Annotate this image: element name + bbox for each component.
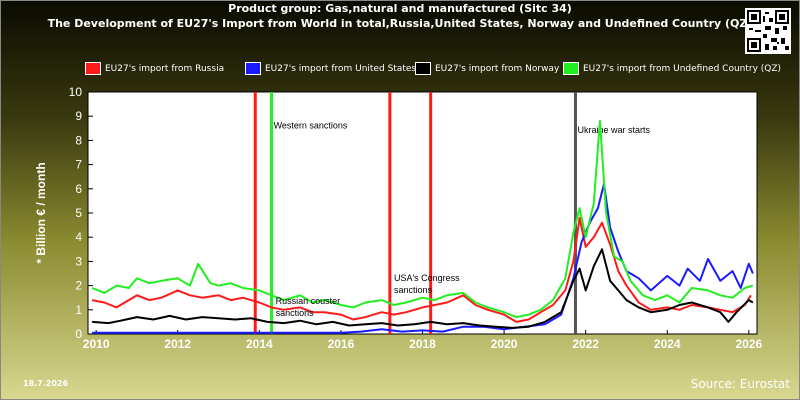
legend-item-undefined-country: EU27's import from Undefined Country (QZ… [563, 62, 781, 75]
event-label: Western sanctions [274, 120, 348, 130]
legend-swatch-russia [85, 62, 101, 75]
legend-item-norway: EU27's import from Norway [415, 62, 559, 75]
x-tick-label: 2018 [409, 337, 436, 351]
legend-label-russia: EU27's import from Russia [105, 64, 225, 74]
y-tick-label: 10 [69, 85, 83, 99]
x-tick-label: 2022 [572, 337, 599, 351]
x-tick-label: 2016 [328, 337, 355, 351]
x-tick-label: 2010 [83, 337, 110, 351]
chart-annotation: USA's Congress [394, 273, 460, 283]
x-tick-label: 2012 [164, 337, 191, 351]
x-tick-label: 2014 [246, 337, 273, 351]
x-tick-label: 2026 [735, 337, 762, 351]
y-tick-label: 8 [75, 133, 82, 147]
chart-annotation: sanctions [394, 285, 433, 295]
y-tick-label: 5 [75, 206, 82, 220]
legend-swatch-united-states [245, 62, 261, 75]
series-line [91, 120, 754, 319]
x-tick-label: 2024 [654, 337, 681, 351]
legend-label-undefined-country: EU27's import from Undefined Country (QZ… [583, 64, 782, 74]
y-tick-label: 4 [75, 230, 82, 244]
qr-code-icon [745, 8, 791, 54]
y-tick-label: 7 [75, 158, 82, 172]
legend-label-norway: EU27's import from Norway [435, 64, 560, 74]
y-tick-label: 6 [75, 182, 82, 196]
chart-title-line1: Product group: Gas,natural and manufactu… [228, 2, 572, 15]
chart-annotation: sanctions [276, 308, 315, 318]
y-tick-label: 9 [75, 109, 82, 123]
chart-annotation: Russian couster [276, 296, 341, 306]
event-label: Ukraine war starts [577, 125, 650, 135]
y-tick-label: 3 [75, 254, 82, 268]
chart-title-line2: The Development of EU27's Import from Wo… [47, 17, 753, 30]
y-tick-label: 0 [75, 327, 82, 341]
chart-date: 18.7.2026 [23, 379, 69, 388]
x-tick-label: 2020 [491, 337, 518, 351]
legend-label-united-states: EU27's import from United States [265, 64, 417, 74]
legend-item-united-states: EU27's import from United States [245, 62, 416, 75]
series-line [92, 248, 754, 329]
series-line [91, 216, 752, 323]
legend-item-russia: EU27's import from Russia [85, 62, 224, 75]
legend-swatch-undefined-country [563, 62, 579, 75]
y-tick-label: 2 [75, 279, 82, 293]
chart-source: Source: Eurostat [690, 377, 790, 391]
y-axis-label: * Billion € / month [34, 162, 48, 263]
y-tick-label: 1 [75, 303, 82, 317]
legend-swatch-norway [415, 62, 431, 75]
